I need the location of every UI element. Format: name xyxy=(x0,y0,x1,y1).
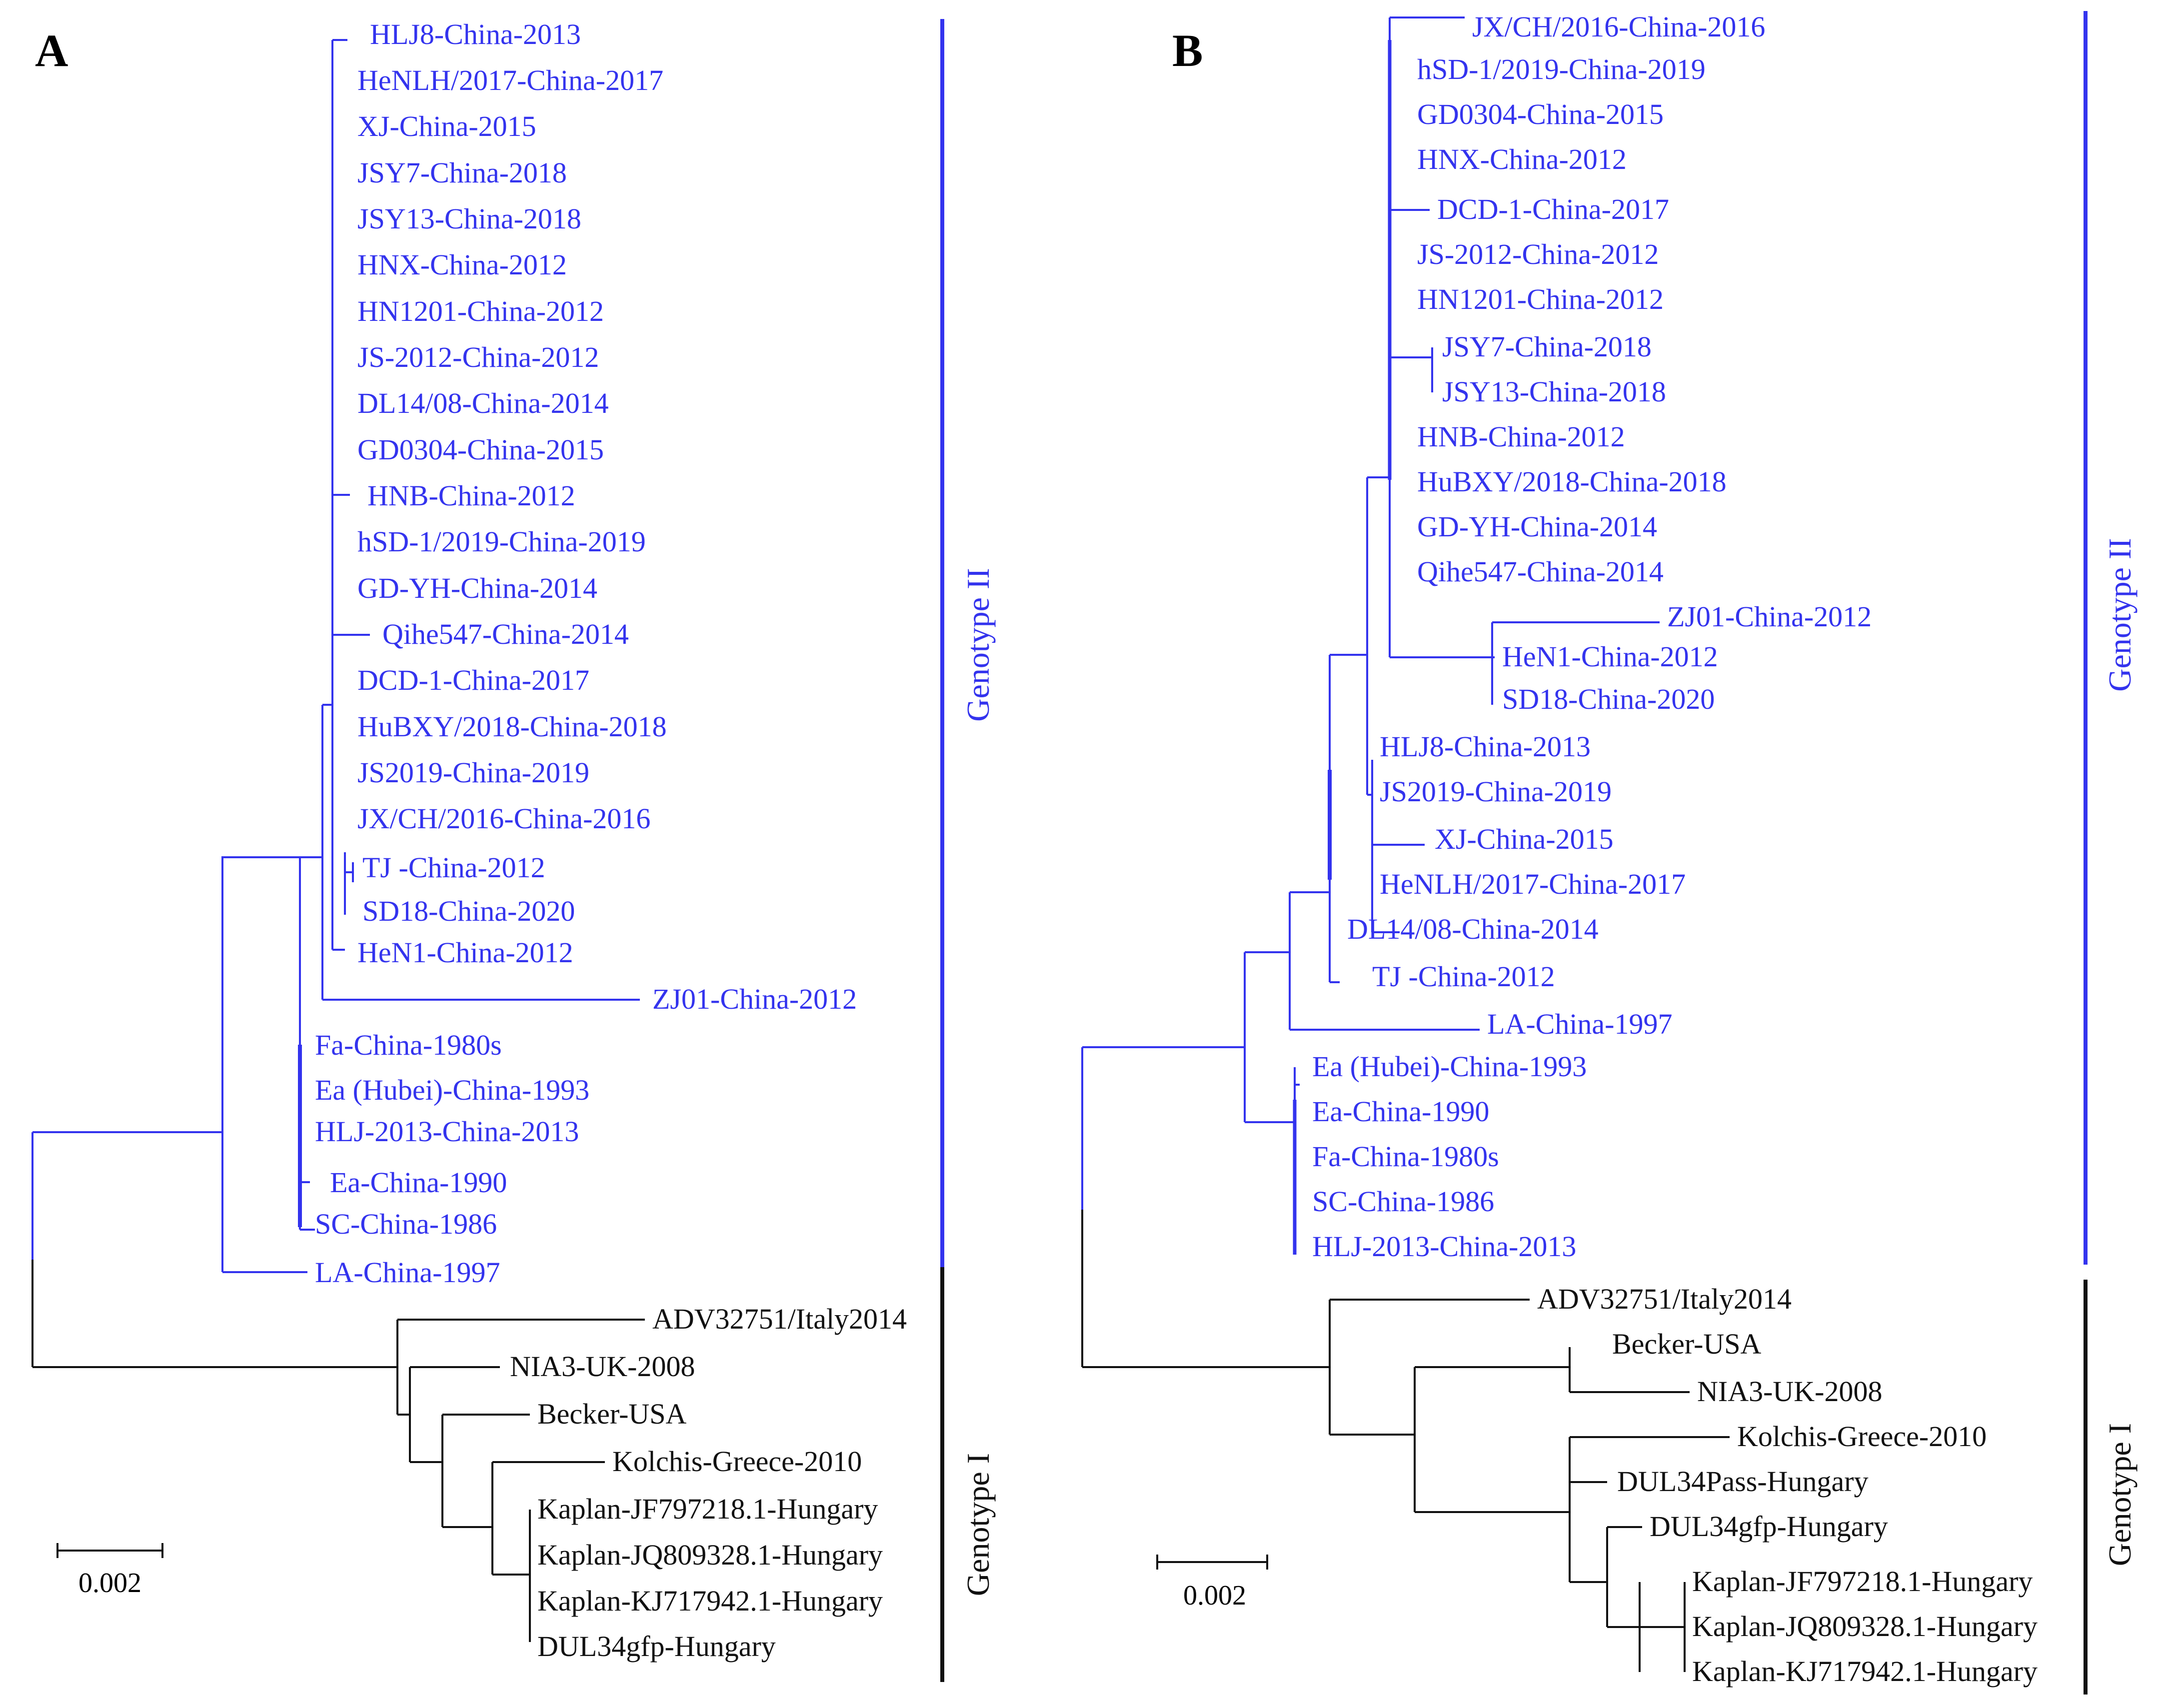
genotype1-label: Genotype I xyxy=(2102,1423,2138,1566)
leaf-label: JS-2012-China-2012 xyxy=(1417,238,1659,270)
leaf-label: HuBXY/2018-China-2018 xyxy=(357,710,667,743)
leaf-label: JSY13-China-2018 xyxy=(357,202,581,235)
scale-bar-label: 0.002 xyxy=(78,1568,141,1599)
leaf-label: DCD-1-China-2017 xyxy=(357,664,589,696)
leaf-label: JS2019-China-2019 xyxy=(357,756,589,789)
leaf-label: HLJ-2013-China-2013 xyxy=(1312,1230,1576,1263)
leaf-label: Ea-China-1990 xyxy=(330,1166,507,1199)
leaf-label: HeN1-China-2012 xyxy=(357,936,573,969)
leaf-label: DUL34gfp-Hungary xyxy=(1650,1510,1888,1543)
panel-a-label: A xyxy=(35,25,68,76)
panel-b-label: B xyxy=(1172,25,1203,76)
leaf-label: DUL34Pass-Hungary xyxy=(1617,1465,1869,1498)
leaf-label: Ea-China-1990 xyxy=(1312,1095,1489,1128)
genotype2-label: Genotype II xyxy=(2102,538,2138,691)
leaf-label: SD18-China-2020 xyxy=(1502,683,1715,715)
leaf-label: Kaplan-JF797218.1-Hungary xyxy=(537,1493,878,1525)
leaf-label: HNB-China-2012 xyxy=(367,479,575,512)
leaf-label: TJ -China-2012 xyxy=(1372,960,1555,993)
leaf-label: GD0304-China-2015 xyxy=(1417,98,1664,130)
leaf-label: DUL34gfp-Hungary xyxy=(537,1630,776,1663)
leaf-label: HuBXY/2018-China-2018 xyxy=(1417,465,1727,498)
leaf-label: ZJ01-China-2012 xyxy=(1667,600,1872,633)
leaf-label: NIA3-UK-2008 xyxy=(510,1350,695,1383)
leaf-label: Qihe547-China-2014 xyxy=(382,618,629,650)
leaf-label: LA-China-1997 xyxy=(1487,1008,1673,1040)
leaf-label: JSY13-China-2018 xyxy=(1442,375,1666,408)
leaf-label: XJ-China-2015 xyxy=(1435,823,1614,855)
leaf-label: HeNLH/2017-China-2017 xyxy=(357,64,663,96)
genotype1-label: Genotype I xyxy=(960,1453,996,1596)
leaf-label: HLJ8-China-2013 xyxy=(370,18,581,50)
leaf-label: HeNLH/2017-China-2017 xyxy=(1380,868,1686,900)
leaf-label: JX/CH/2016-China-2016 xyxy=(357,802,650,835)
leaf-label: GD-YH-China-2014 xyxy=(1417,510,1657,543)
leaf-label: NIA3-UK-2008 xyxy=(1697,1375,1883,1408)
leaf-label: XJ-China-2015 xyxy=(357,110,536,142)
leaf-label: Kolchis-Greece-2010 xyxy=(1737,1420,1987,1453)
leaf-label: Qihe547-China-2014 xyxy=(1417,555,1664,588)
leaf-label: HLJ-2013-China-2013 xyxy=(315,1115,579,1148)
leaf-label: SC-China-1986 xyxy=(1312,1185,1494,1218)
leaf-label: SD18-China-2020 xyxy=(362,895,575,927)
panel-b-genotype2-branches xyxy=(1081,16,1660,1255)
genotype2-label: Genotype II xyxy=(960,568,996,721)
leaf-label: DL14/08-China-2014 xyxy=(1347,913,1599,945)
panel-b-genotype1-leaves: ADV32751/Italy2014 Becker-USA NIA3-UK-20… xyxy=(1537,1283,2038,1688)
leaf-label: HLJ8-China-2013 xyxy=(1380,730,1591,763)
scale-bar-label: 0.002 xyxy=(1183,1580,1246,1611)
leaf-label: TJ -China-2012 xyxy=(362,851,545,884)
leaf-label: Fa-China-1980s xyxy=(315,1029,502,1061)
leaf-label: HNX-China-2012 xyxy=(1417,143,1627,175)
leaf-label: JS2019-China-2019 xyxy=(1380,775,1612,808)
leaf-label: GD0304-China-2015 xyxy=(357,433,604,466)
leaf-label: LA-China-1997 xyxy=(315,1256,500,1289)
leaf-label: SC-China-1986 xyxy=(315,1208,497,1240)
leaf-label: Ea (Hubei)-China-1993 xyxy=(1312,1050,1587,1083)
leaf-label: Kaplan-JF797218.1-Hungary xyxy=(1692,1565,2033,1598)
leaf-label: JSY7-China-2018 xyxy=(1442,330,1652,363)
leaf-label: Becker-USA xyxy=(537,1398,687,1430)
leaf-label: HNB-China-2012 xyxy=(1417,420,1625,453)
leaf-label: hSD-1/2019-China-2019 xyxy=(1417,53,1706,85)
leaf-label: Ea (Hubei)-China-1993 xyxy=(315,1074,589,1106)
leaf-label: ZJ01-China-2012 xyxy=(652,983,857,1015)
leaf-label: HN1201-China-2012 xyxy=(1417,283,1664,315)
leaf-label: HeN1-China-2012 xyxy=(1502,640,1718,673)
leaf-label: JX/CH/2016-China-2016 xyxy=(1472,10,1765,43)
panel-b-genotype1-branches xyxy=(1081,1210,1730,1672)
leaf-label: ADV32751/Italy2014 xyxy=(1537,1283,1792,1315)
leaf-label: Kaplan-KJ717942.1-Hungary xyxy=(537,1585,883,1617)
leaf-label: Kaplan-JQ809328.1-Hungary xyxy=(1692,1610,2038,1643)
scale-bar xyxy=(1156,1555,1268,1570)
leaf-label: Kolchis-Greece-2010 xyxy=(612,1445,862,1478)
leaf-label: GD-YH-China-2014 xyxy=(357,572,597,604)
leaf-label: Fa-China-1980s xyxy=(1312,1140,1499,1173)
leaf-label: Kaplan-KJ717942.1-Hungary xyxy=(1692,1655,2038,1688)
panel-a: A xyxy=(31,18,996,1682)
leaf-label: ADV32751/Italy2014 xyxy=(652,1303,907,1335)
leaf-label: JSY7-China-2018 xyxy=(357,156,567,189)
panel-a-genotype2-leaves: HLJ8-China-2013 HeNLH/2017-China-2017 XJ… xyxy=(315,18,857,1289)
panel-a-genotype1-branches xyxy=(31,1260,645,1642)
scale-bar xyxy=(56,1543,163,1558)
leaf-label: DCD-1-China-2017 xyxy=(1437,193,1669,225)
leaf-label: HN1201-China-2012 xyxy=(357,295,604,327)
leaf-label: HNX-China-2012 xyxy=(357,248,567,281)
panel-a-genotype1-leaves: ADV32751/Italy2014 NIA3-UK-2008 Becker-U… xyxy=(510,1303,907,1663)
panel-a-genotype2-branches xyxy=(31,39,640,1273)
leaf-label: hSD-1/2019-China-2019 xyxy=(357,525,646,558)
leaf-label: Kaplan-JQ809328.1-Hungary xyxy=(537,1539,883,1571)
leaf-label: DL14/08-China-2014 xyxy=(357,387,609,419)
panel-b-genotype2-leaves: JX/CH/2016-China-2016 hSD-1/2019-China-2… xyxy=(1312,10,1872,1263)
leaf-label: Becker-USA xyxy=(1612,1328,1762,1360)
panel-b: B xyxy=(1081,10,2138,1695)
leaf-label: JS-2012-China-2012 xyxy=(357,341,599,373)
